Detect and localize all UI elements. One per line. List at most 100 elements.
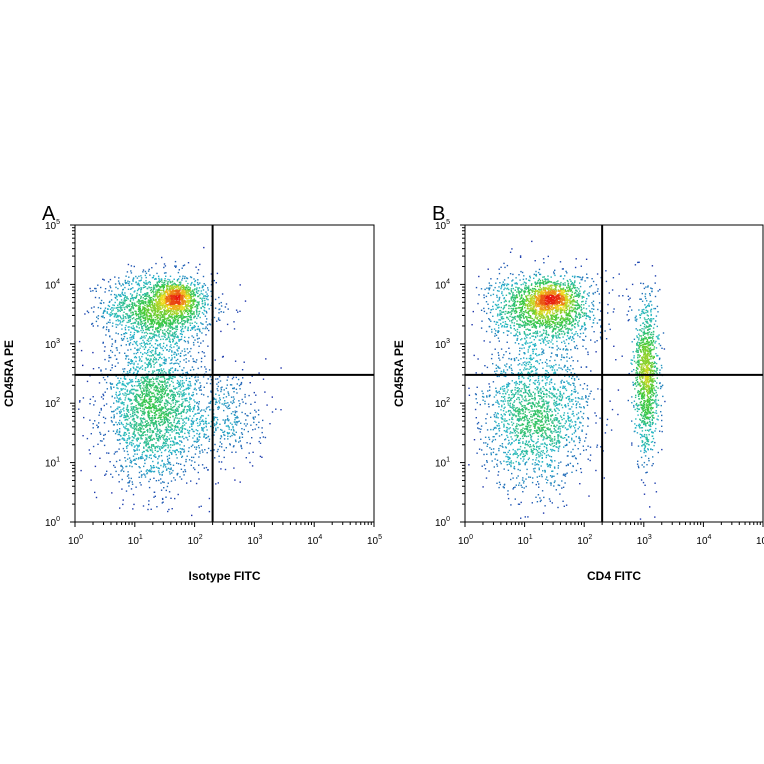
event-point: [125, 415, 127, 417]
event-point: [134, 355, 137, 358]
event-point: [199, 423, 202, 425]
event-point: [152, 314, 155, 317]
event-point: [183, 389, 185, 391]
event-point: [145, 420, 147, 422]
event-point: [128, 284, 130, 286]
event-point: [173, 311, 176, 314]
event-point: [176, 462, 178, 464]
event-point: [160, 396, 163, 398]
event-point: [144, 308, 146, 310]
event-point: [158, 313, 160, 316]
event-point: [175, 302, 177, 304]
event-point: [156, 446, 159, 449]
event-point: [189, 398, 191, 400]
event-point: [158, 309, 160, 312]
event-point: [148, 389, 151, 391]
event-point: [162, 368, 165, 370]
event-point: [165, 338, 167, 341]
event-point: [156, 308, 158, 310]
event-point: [150, 465, 152, 467]
event-point: [179, 310, 182, 312]
event-point: [169, 319, 171, 322]
event-point: [151, 431, 154, 434]
event-point: [162, 501, 164, 503]
event-point: [157, 369, 159, 371]
event-point: [116, 412, 118, 415]
event-point: [175, 330, 178, 333]
event-point: [186, 277, 188, 279]
event-point: [119, 397, 121, 399]
event-point: [182, 418, 184, 420]
event-point: [144, 324, 146, 326]
event-point: [171, 412, 173, 414]
event-point: [163, 296, 166, 298]
event-point: [146, 303, 148, 305]
event-point: [186, 295, 188, 297]
event-point: [196, 328, 198, 331]
event-point: [209, 376, 211, 378]
event-point: [162, 320, 165, 322]
event-point: [139, 429, 141, 431]
event-point: [181, 441, 183, 443]
event-point: [128, 369, 131, 372]
event-point: [172, 333, 174, 336]
event-point: [131, 381, 133, 383]
event-point: [133, 425, 135, 427]
event-point: [161, 459, 163, 462]
event-point: [157, 390, 159, 392]
event-point: [131, 314, 133, 316]
event-point: [130, 336, 133, 339]
event-point: [125, 296, 127, 298]
event-point: [172, 399, 174, 401]
event-point: [115, 312, 118, 315]
event-point: [177, 278, 180, 280]
event-point: [163, 333, 165, 335]
event-point: [145, 317, 147, 320]
event-point: [187, 262, 190, 264]
event-point: [130, 425, 132, 427]
event-point: [187, 439, 189, 441]
event-point: [184, 327, 186, 329]
event-point: [157, 335, 159, 337]
event-point: [161, 380, 163, 382]
event-point: [159, 448, 161, 450]
event-point: [185, 417, 188, 420]
event-point: [110, 349, 112, 352]
event-point: [158, 416, 161, 418]
event-point: [151, 311, 154, 313]
event-point: [139, 308, 141, 311]
event-point: [158, 334, 160, 336]
event-point: [178, 304, 180, 306]
event-point: [155, 262, 157, 265]
event-point: [120, 464, 122, 467]
event-point: [102, 394, 105, 397]
event-point: [162, 407, 164, 409]
event-point: [163, 439, 166, 441]
event-point: [120, 421, 123, 424]
event-point: [141, 309, 144, 311]
event-point: [115, 358, 118, 360]
event-point: [207, 345, 209, 347]
event-point: [165, 309, 167, 312]
event-point: [176, 342, 178, 345]
event-point: [149, 342, 151, 345]
event-point: [182, 385, 185, 388]
event-point: [154, 278, 156, 280]
event-point: [153, 445, 155, 447]
event-point: [143, 284, 145, 287]
event-point: [200, 389, 202, 391]
event-point: [226, 384, 228, 386]
event-point: [156, 310, 158, 312]
event-point: [149, 336, 151, 338]
event-point: [110, 386, 112, 388]
event-point: [224, 306, 227, 308]
event-point: [172, 399, 174, 402]
event-point: [107, 375, 109, 378]
event-point: [115, 393, 117, 396]
event-point: [133, 430, 136, 432]
event-point: [140, 376, 143, 379]
event-point: [196, 334, 198, 337]
event-point: [109, 278, 112, 281]
event-point: [198, 433, 200, 436]
event-point: [174, 411, 176, 414]
